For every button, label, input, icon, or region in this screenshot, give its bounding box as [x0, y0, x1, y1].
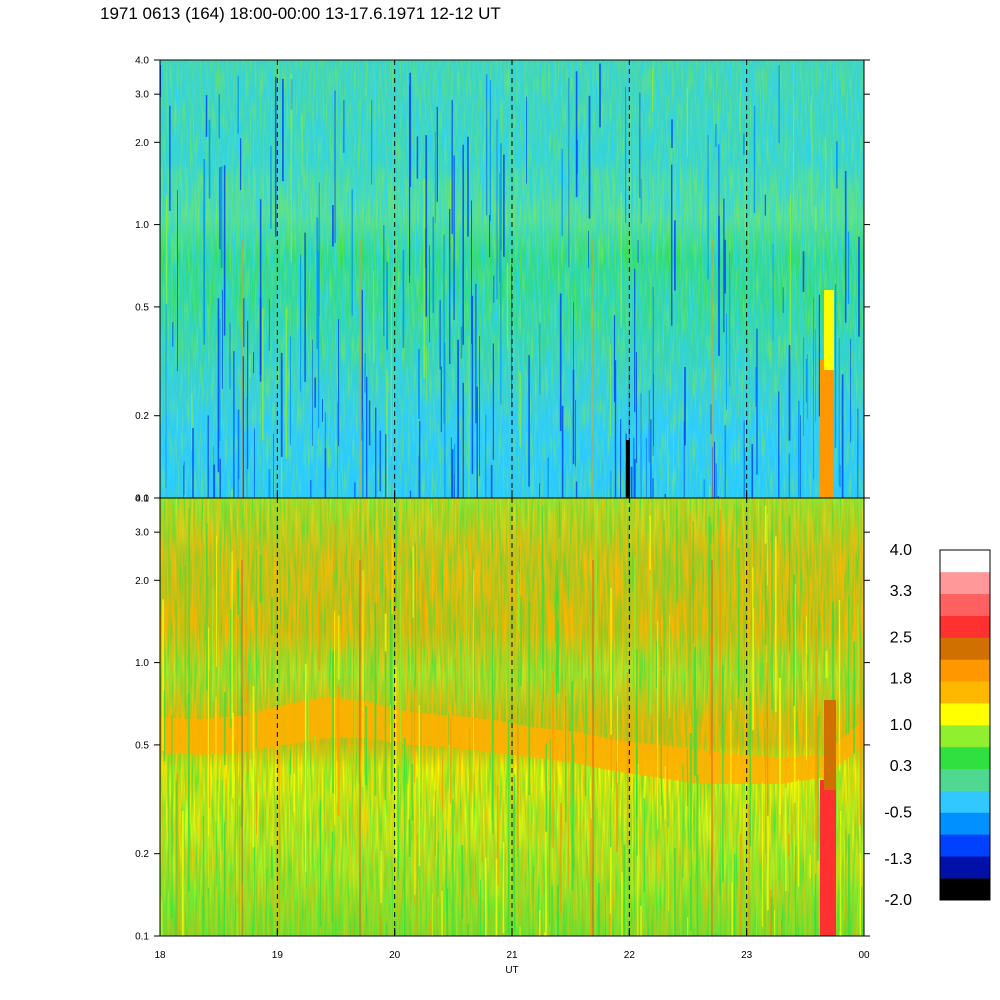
colorbar-segment [940, 812, 990, 835]
y-tick-label: 2.0 [135, 576, 149, 587]
colorbar-label: 4.0 [890, 542, 912, 559]
upper-dark-streak [626, 440, 630, 498]
y-tick-label: 4.0 [135, 56, 149, 67]
colorbar-label: 3.3 [890, 583, 912, 600]
colorbar-segment [940, 550, 990, 573]
colorbar-label: -1.3 [884, 851, 912, 868]
colorbar-segment [940, 856, 990, 879]
x-tick-label: 22 [624, 950, 636, 961]
y-tick-label: 3.0 [135, 90, 149, 101]
y-tick-label: 1.0 [135, 220, 149, 231]
colorbar-segment [940, 571, 990, 595]
colorbar-segment [940, 725, 990, 748]
x-tick-label: 21 [506, 950, 518, 961]
y-tick-label: 4.0 [135, 494, 149, 505]
colorbar-segment [940, 746, 990, 770]
x-tick-label: 19 [272, 950, 284, 961]
y-tick-label: 1.0 [135, 658, 149, 669]
colorbar-segment [940, 768, 990, 791]
colorbar-segment [940, 834, 990, 857]
colorbar-segment [940, 637, 990, 660]
colorbar-segment [940, 593, 990, 616]
lower-event-red [820, 780, 836, 936]
y-tick-label: 0.1 [135, 932, 149, 943]
lower-event-brown [824, 700, 836, 790]
axes-layer: 0.10.20.51.02.03.04.00.10.20.51.02.03.04… [135, 56, 870, 976]
colorbar-label: -2.0 [884, 892, 912, 909]
y-tick-label: 0.2 [135, 411, 149, 422]
colorbar-frame [939, 549, 991, 901]
colorbar-segment [940, 703, 990, 726]
colorbar-label: 2.5 [890, 630, 912, 647]
x-tick-label: 20 [389, 950, 401, 961]
lower-panel-streaks [160, 501, 863, 936]
colorbar-segment [940, 790, 990, 813]
y-tick-label: 0.5 [135, 740, 149, 751]
colorbar: 4.0 3.3 2.5 1.8 1.0 0.3 -0.5 -1.3 -2.0 [884, 542, 991, 909]
colorbar-label: -0.5 [884, 805, 912, 822]
colorbar-segment [940, 681, 990, 704]
x-tick-label: 18 [154, 950, 166, 961]
x-tick-label: 00 [858, 950, 870, 961]
upper-panel-streaks [160, 63, 860, 498]
colorbar-segment [940, 615, 990, 638]
colorbar-label: 1.8 [890, 670, 912, 687]
x-axis-label: UT [505, 965, 518, 976]
y-tick-label: 0.1 [135, 494, 149, 505]
y-tick-label: 0.2 [135, 849, 149, 860]
y-tick-label: 3.0 [135, 528, 149, 539]
upper-event-orange [820, 360, 834, 498]
y-tick-label: 0.5 [135, 302, 149, 313]
colorbar-label: 0.3 [890, 758, 912, 775]
colorbar-label: 1.0 [890, 717, 912, 734]
chart-title: 1971 0613 (164) 18:00-00:00 13-17.6.1971… [100, 4, 501, 23]
x-tick-label: 23 [741, 950, 753, 961]
y-tick-label: 2.0 [135, 138, 149, 149]
colorbar-segment [940, 659, 990, 682]
colorbar-segment [940, 878, 990, 901]
upper-event-yellow [824, 290, 834, 370]
